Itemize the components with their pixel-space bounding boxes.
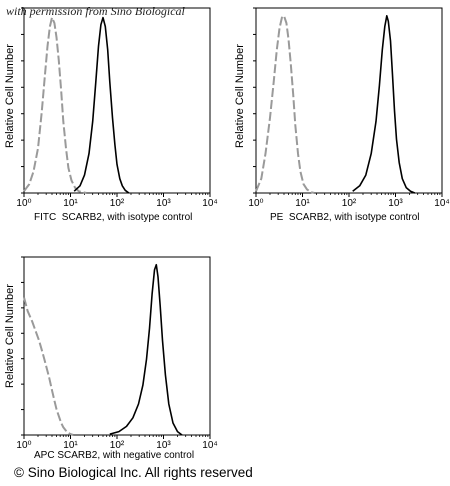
histogram-panel-pe: 10⁰ 10¹ 10² 10³ 10⁴ Relative Cell Number PE … — [230, 0, 450, 230]
x-axis-caption: APC SCARB2, with negative control — [34, 450, 194, 461]
x-tick-label: 10² — [342, 198, 357, 209]
x-axis-caption: FITC SCARB2, with isotype control — [34, 212, 192, 223]
x-tick-label: 10¹ — [295, 198, 310, 209]
histogram-plot-apc: 10⁰ 10¹ 10² 10³ 10⁴ — [16, 256, 218, 451]
x-tick-label: 10³ — [156, 440, 171, 451]
caption-text: SCARB2, with isotype control — [288, 212, 420, 223]
y-axis-label: Relative Cell Number — [234, 44, 246, 148]
x-tick-label: 10³ — [388, 198, 403, 209]
x-tick-label: 10⁰ — [248, 198, 263, 209]
x-tick-label: 10² — [110, 198, 125, 209]
control-histogram-line — [255, 14, 315, 194]
control-histogram-line — [23, 297, 74, 436]
histogram-panel-apc: 10⁰ 10¹ 10² 10³ 10⁴ Relative Cell Number APC… — [0, 245, 225, 461]
sample-histogram-line — [73, 16, 130, 194]
histogram-plot-pe: 10⁰ 10¹ 10² 10³ 10⁴ — [248, 7, 450, 209]
caption-text: SCARB2, with negative control — [57, 450, 195, 461]
copyright-footer: © Sino Biological Inc. All rights reserv… — [14, 465, 253, 480]
sample-histogram-line — [109, 263, 183, 436]
channel-marker: APC — [34, 450, 55, 461]
x-axis-caption: PE SCARB2, with isotype control — [270, 212, 420, 223]
channel-marker: PE — [270, 212, 284, 223]
x-tick-label: 10⁴ — [202, 440, 217, 451]
control-histogram-line — [23, 16, 87, 194]
y-axis-label: Relative Cell Number — [4, 44, 16, 148]
x-tick-label: 10⁰ — [16, 198, 31, 209]
x-tick-label: 10² — [110, 440, 125, 451]
x-tick-label: 10⁴ — [202, 198, 217, 209]
histogram-plot-fitc: 10⁰ 10¹ 10² 10³ 10⁴ — [16, 7, 218, 209]
x-tick-label: 10¹ — [63, 440, 78, 451]
sample-histogram-line — [352, 15, 416, 194]
plot-frame — [255, 7, 443, 194]
plot-frame — [23, 256, 211, 436]
histogram-panel-fitc: 10⁰ 10¹ 10² 10³ 10⁴ Relative Cell Number FIT… — [0, 0, 225, 230]
x-tick-label: 10¹ — [63, 198, 78, 209]
channel-marker: FITC — [34, 212, 57, 223]
caption-text: SCARB2, with isotype control — [61, 212, 193, 223]
x-tick-label: 10⁴ — [434, 198, 449, 209]
y-axis-label: Relative Cell Number — [4, 284, 16, 388]
x-tick-label: 10⁰ — [16, 440, 31, 451]
x-tick-label: 10³ — [156, 198, 171, 209]
